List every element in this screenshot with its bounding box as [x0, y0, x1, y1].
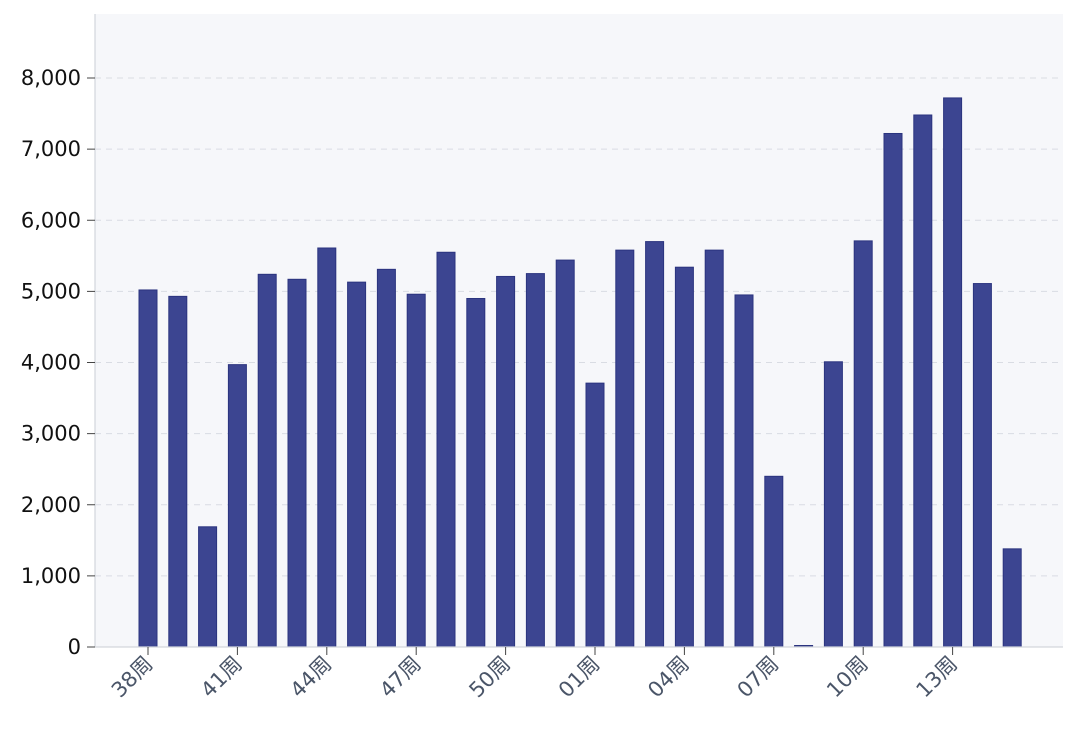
bar	[645, 241, 665, 648]
x-tick-label: 50周	[464, 652, 515, 703]
bar	[168, 295, 188, 648]
bar	[585, 382, 605, 648]
bar	[1002, 548, 1022, 648]
x-tick-label: 07周	[733, 652, 784, 703]
bar	[198, 526, 218, 648]
x-tick-label: 10周	[822, 652, 873, 703]
bar	[615, 249, 635, 648]
y-axis-ticks: 0 1,000 2,000 3,000 4,000 5,000 6,000 7,000 8,00…	[21, 66, 95, 659]
bar	[257, 273, 277, 648]
y-tick-label: 1,000	[21, 564, 81, 588]
x-tick-label: 04周	[643, 652, 694, 703]
y-tick-label: 2,000	[21, 493, 81, 517]
bar	[227, 364, 247, 648]
x-tick-label: 41周	[196, 652, 247, 703]
bar	[764, 475, 784, 648]
y-tick-label: 6,000	[21, 208, 81, 232]
x-tick-label: 38周	[107, 652, 158, 703]
bar	[466, 297, 486, 648]
bar	[406, 293, 426, 648]
y-tick-label: 0	[68, 635, 81, 659]
x-tick-label: 13周	[911, 652, 962, 703]
bar	[734, 294, 754, 648]
x-axis-ticks: 38周 41周 44周 47周 50周 01周 04周 07周 10周 13周	[107, 647, 962, 702]
bar	[853, 240, 873, 648]
bar	[704, 249, 724, 648]
y-tick-label: 4,000	[21, 351, 81, 375]
y-tick-label: 8,000	[21, 66, 81, 90]
bar	[674, 266, 694, 648]
y-tick-label: 7,000	[21, 137, 81, 161]
bar	[138, 289, 158, 648]
y-tick-label: 3,000	[21, 422, 81, 446]
bar	[525, 273, 545, 648]
bar	[376, 268, 396, 648]
bar	[317, 247, 337, 648]
bar	[823, 361, 843, 648]
x-tick-label: 01周	[554, 652, 605, 703]
bar	[347, 281, 367, 648]
bar	[883, 132, 903, 648]
bar	[913, 114, 933, 648]
bar	[555, 259, 575, 648]
bar	[436, 251, 456, 648]
bar	[972, 283, 992, 648]
y-tick-label: 5,000	[21, 279, 81, 303]
bars	[138, 97, 1022, 648]
x-tick-label: 44周	[286, 652, 337, 703]
x-tick-label: 47周	[375, 652, 426, 703]
bar	[287, 278, 307, 648]
bar	[943, 97, 963, 648]
bar	[496, 275, 516, 648]
